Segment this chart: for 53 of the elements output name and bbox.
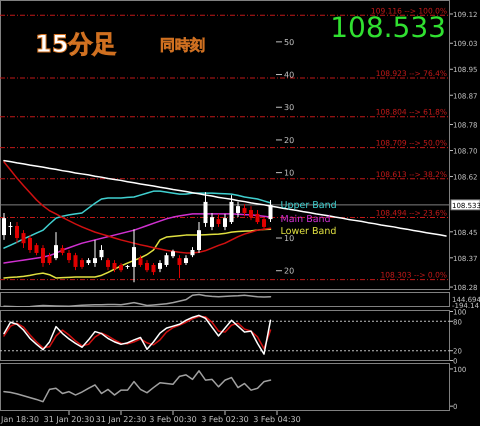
candlestick xyxy=(262,216,266,231)
candlestick xyxy=(8,222,12,236)
candlestick xyxy=(268,199,272,223)
line-series xyxy=(3,228,272,279)
line-series xyxy=(3,190,272,249)
candlestick xyxy=(41,244,45,268)
candlestick xyxy=(15,222,19,244)
candlestick xyxy=(54,232,58,261)
candlestick xyxy=(210,212,214,231)
candlestick xyxy=(138,254,142,268)
candlestick xyxy=(178,254,182,278)
text: 15分足 xyxy=(35,30,116,58)
x-tick-label: 3 Feb 04:30 xyxy=(253,415,301,424)
candlestick xyxy=(145,260,149,273)
line-series xyxy=(3,316,272,350)
candlestick xyxy=(164,252,168,268)
candlestick xyxy=(34,242,38,256)
candlestick xyxy=(197,222,201,254)
candlestick xyxy=(28,234,32,254)
candlestick xyxy=(100,244,104,261)
text: 同時刻 xyxy=(160,36,205,54)
candlestick xyxy=(132,228,136,283)
line-series xyxy=(3,160,447,237)
candlestick xyxy=(48,252,52,266)
candlestick xyxy=(256,210,260,224)
candlestick xyxy=(223,213,227,231)
line-series xyxy=(3,314,272,355)
candlestick xyxy=(80,258,84,270)
candlestick xyxy=(236,201,240,218)
candlestick xyxy=(60,244,64,256)
candlestick xyxy=(190,246,194,258)
candlestick xyxy=(2,212,6,240)
text: Jan 18:30 xyxy=(0,415,39,424)
x-tick-label: 3 Feb 02:30 xyxy=(201,415,249,424)
x-tick-label: 3 Feb 00:30 xyxy=(149,415,197,424)
candlestick xyxy=(74,252,78,271)
candlestick xyxy=(249,206,253,221)
candlestick xyxy=(230,194,234,224)
candlestick xyxy=(242,204,246,217)
candlestick xyxy=(112,260,116,273)
candlestick xyxy=(216,213,220,228)
x-tick-label: 31 Jan 22:30 xyxy=(96,415,146,424)
candlestick xyxy=(93,239,97,268)
line-series xyxy=(3,370,272,402)
candlestick xyxy=(67,250,71,264)
candlestick xyxy=(22,230,26,249)
x-tick-label: 31 Jan 20:30 xyxy=(44,415,94,424)
candlestick xyxy=(204,192,208,228)
candlestick xyxy=(184,254,188,266)
candlestick xyxy=(106,258,110,271)
candlestick xyxy=(158,260,162,273)
candlestick xyxy=(119,262,123,273)
candlestick xyxy=(152,262,156,276)
